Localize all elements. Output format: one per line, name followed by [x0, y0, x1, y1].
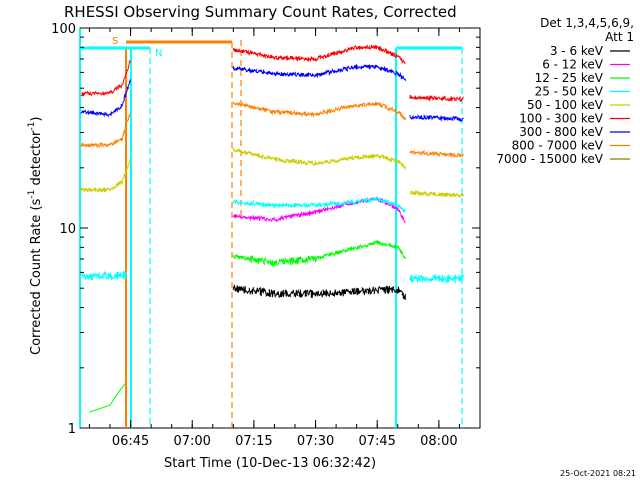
x-axis-label: Start Time (10-Dec-13 06:32:42) — [164, 456, 376, 471]
series-line-25-50-kev — [80, 269, 127, 281]
legend-label: 50 - 100 keV — [527, 98, 604, 112]
series-line-50-100-kev — [232, 146, 406, 170]
y-axis-label-end: ) — [29, 117, 44, 122]
chart-title: RHESSI Observing Summary Count Rates, Co… — [64, 3, 457, 21]
night-marker-label: N — [155, 48, 162, 59]
legend-label: 3 - 6 keV — [550, 44, 604, 58]
plot-frame — [79, 27, 481, 429]
x-tick-label: 07:45 — [358, 434, 395, 449]
x-tick-label: 06:45 — [112, 434, 149, 449]
series-line-100-300-kev — [80, 60, 131, 98]
series-line-3-6-kev — [232, 284, 406, 301]
x-axis-ticks: 06:45 07:00 07:15 07:30 07:45 08:00 — [88, 28, 481, 449]
x-tick-label: 07:00 — [173, 434, 210, 449]
series-line-25-50-kev — [232, 195, 406, 214]
series-12-25-kev — [89, 240, 406, 413]
series-line-300-800-kev — [409, 113, 464, 123]
series-line-25-50-kev — [409, 273, 464, 284]
series-line-50-100-kev — [80, 158, 131, 193]
legend-label: 800 - 7000 keV — [512, 139, 604, 153]
legend-label: 6 - 12 keV — [542, 58, 604, 72]
y-axis-ticks: 1 10 100 — [51, 22, 480, 437]
series-line-100-300-kev — [409, 94, 464, 102]
series-line-6-12-kev — [232, 196, 406, 224]
series-line-800-7000-kev — [409, 149, 464, 159]
legend-header-2: Att 1 — [605, 30, 634, 44]
y-axis-label-exp1: -1 — [27, 190, 37, 199]
y-axis-label-mid: detector — [29, 130, 44, 190]
series-layer — [80, 44, 464, 413]
series-800-7000-kev — [80, 101, 464, 159]
x-tick-label: 08:00 — [420, 434, 457, 449]
series-line-800-7000-kev — [232, 101, 406, 120]
series-line-800-7000-kev — [80, 112, 131, 149]
legend-label: 300 - 800 keV — [519, 125, 603, 139]
series-line-300-800-kev — [80, 79, 131, 118]
x-tick-label: 07:15 — [235, 434, 272, 449]
legend-label: 25 - 50 keV — [535, 85, 604, 99]
x-tick-label: 07:30 — [297, 434, 334, 449]
saa-marker-label: S — [112, 36, 118, 47]
legend-label: 7000 - 15000 keV — [496, 152, 603, 166]
legend-label: 12 - 25 keV — [535, 71, 604, 85]
series-line-50-100-kev — [409, 189, 464, 198]
series-line-12-25-kev — [232, 240, 406, 269]
footer-timestamp: 25-Oct-2021 08:21 — [560, 469, 636, 478]
y-tick-label: 100 — [51, 22, 76, 37]
legend-header-1: Det 1,3,4,5,6,9, — [540, 16, 634, 30]
y-axis-label-exp2: -1 — [27, 122, 37, 131]
series-line-100-300-kev — [232, 44, 406, 64]
series-25-50-kev — [80, 195, 464, 284]
series-6-12-kev — [232, 196, 406, 224]
y-tick-label: 1 — [68, 422, 76, 437]
series-3-6-kev — [232, 284, 406, 301]
series-line-12-25-kev — [89, 382, 126, 413]
series-300-800-kev — [80, 63, 464, 123]
y-tick-label: 10 — [59, 222, 76, 237]
series-line-300-800-kev — [232, 63, 406, 82]
series-100-300-kev — [80, 44, 464, 102]
series-50-100-kev — [80, 146, 464, 198]
time-markers: SN — [79, 28, 463, 428]
y-axis-label: Corrected Count Rate (s-1 detector-1) — [27, 117, 44, 355]
legend-label: 100 - 300 keV — [519, 112, 603, 126]
y-axis-label-main: Corrected Count Rate (s — [29, 198, 44, 355]
